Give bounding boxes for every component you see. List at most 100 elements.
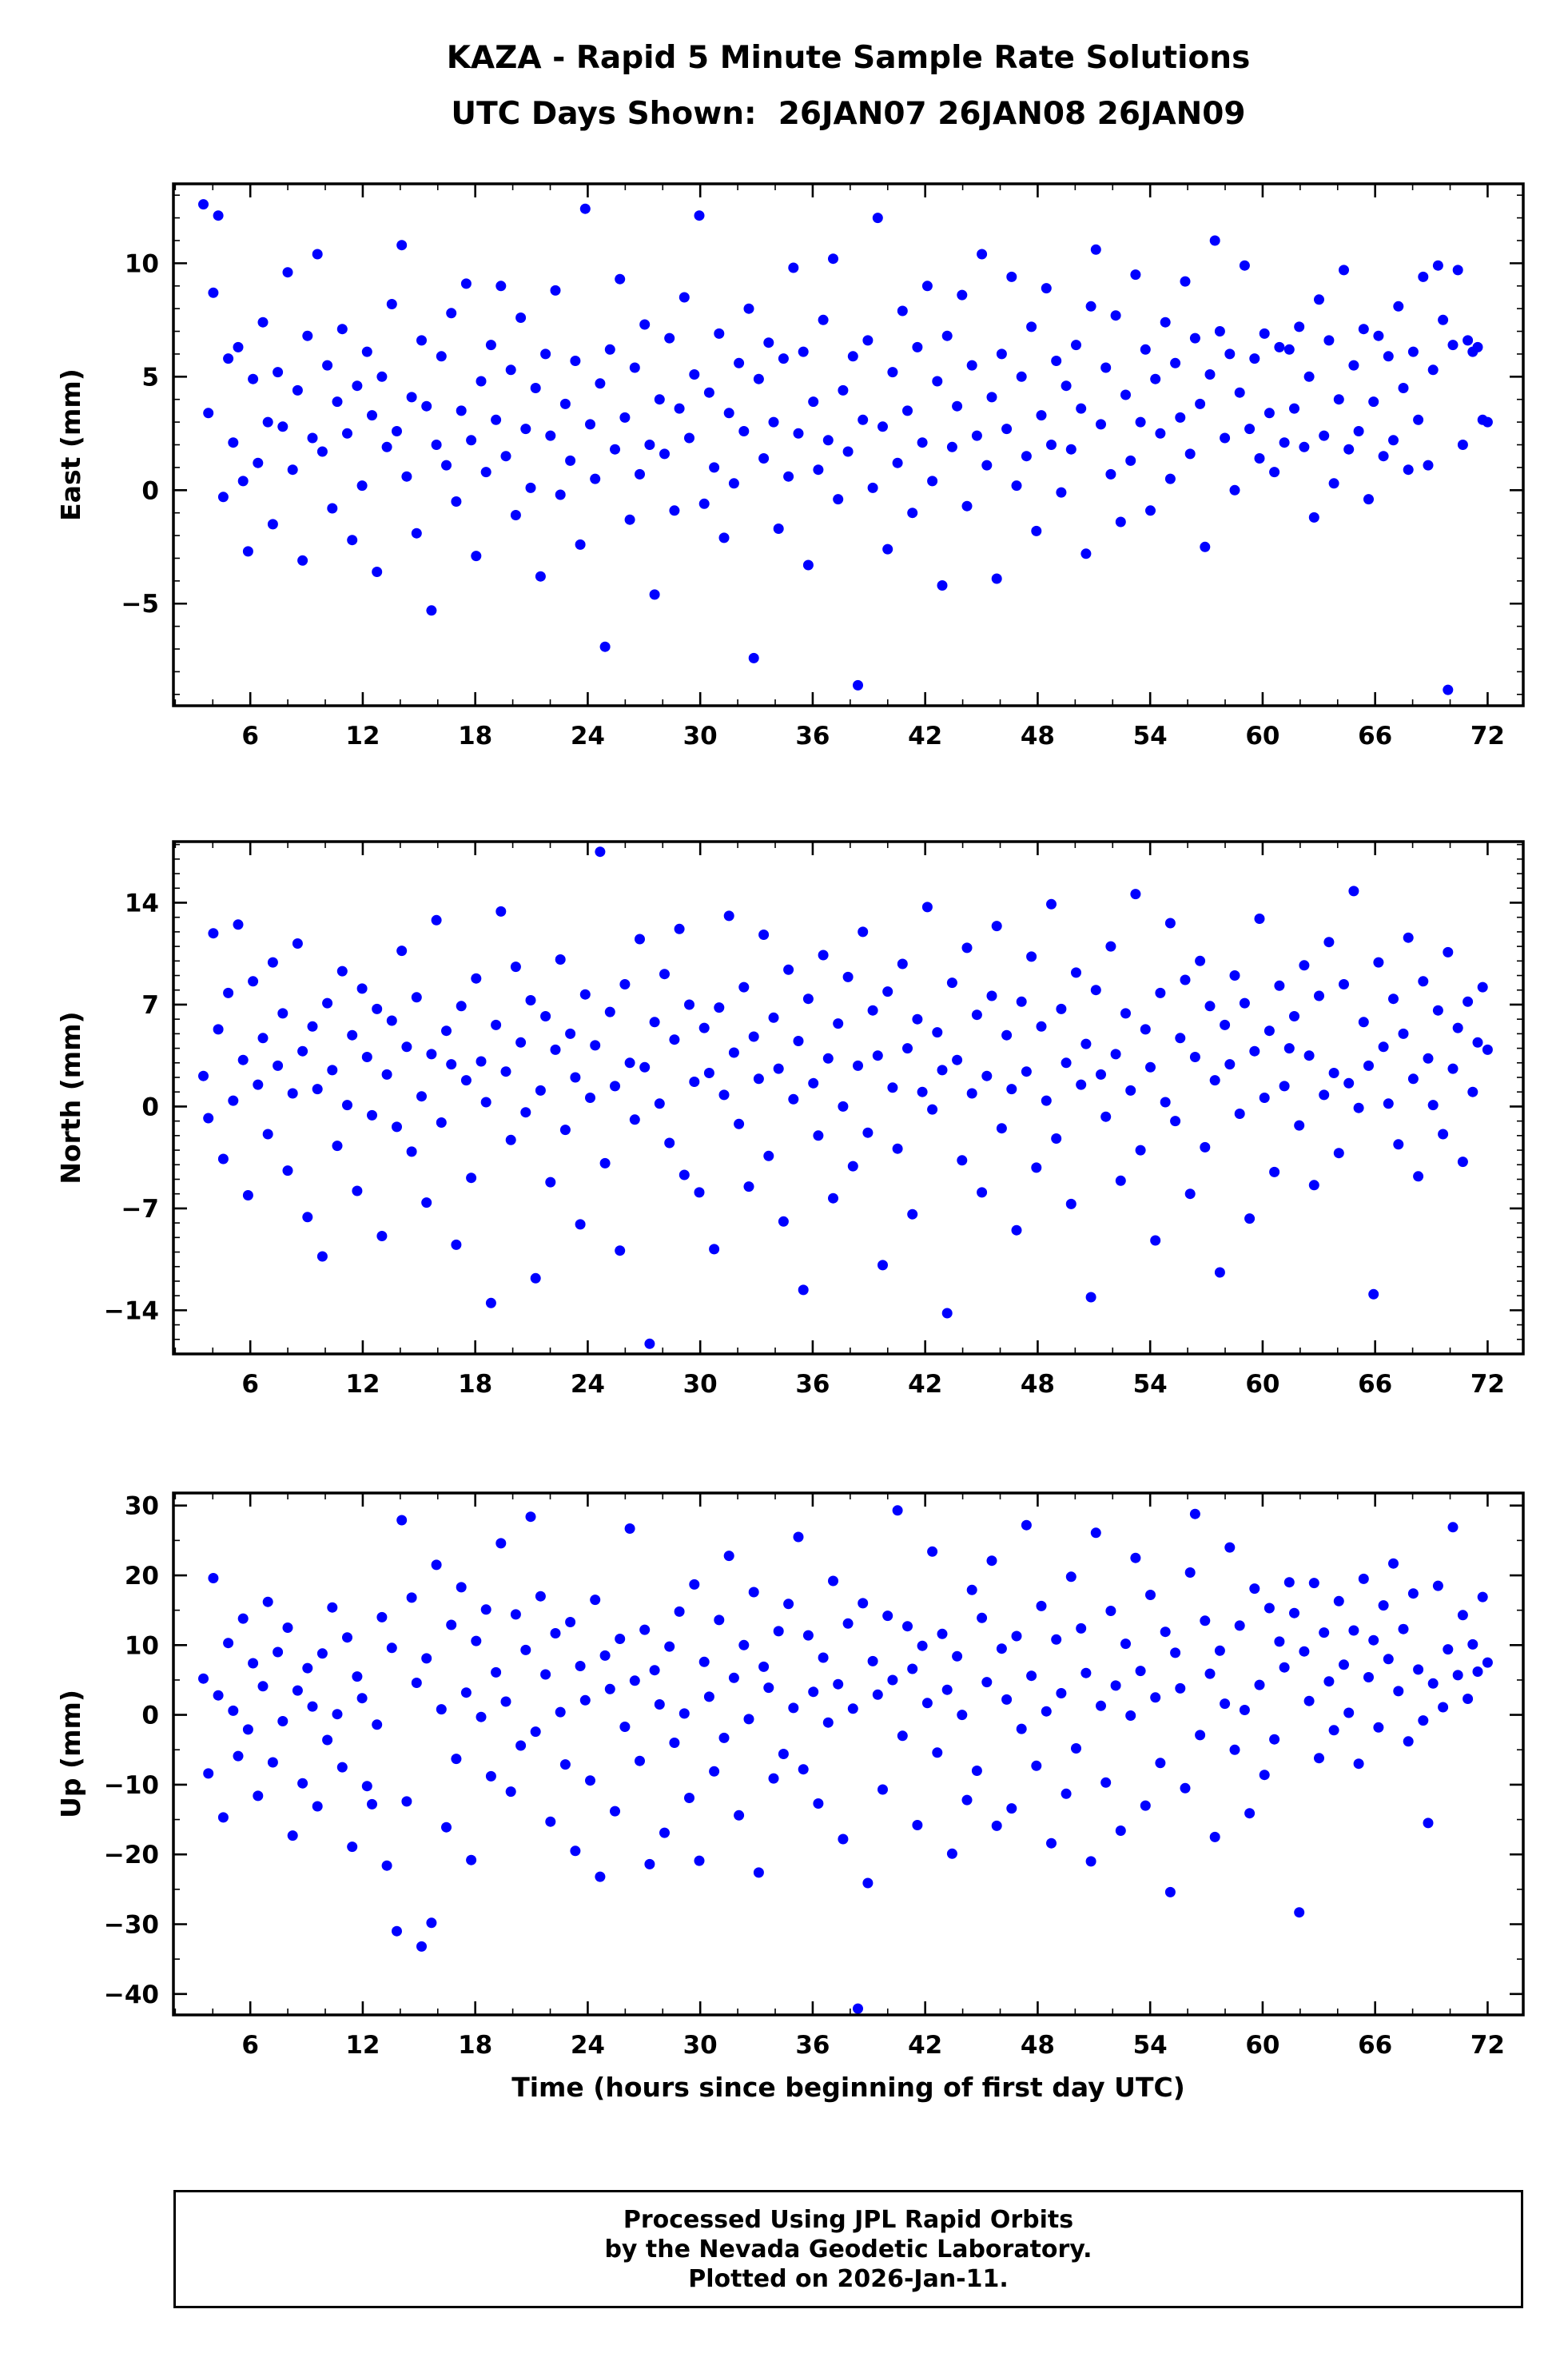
data-point xyxy=(773,1626,784,1637)
data-point xyxy=(1021,451,1032,462)
data-point xyxy=(1339,265,1349,276)
up-panel: 6 12 18 24 30 36 42 48 54 60 66 72 −40 −30 −20 −10 0 10 20… xyxy=(55,1491,1525,2060)
data-point xyxy=(431,1559,442,1571)
data-point xyxy=(1220,432,1231,444)
y-tick-label: −20 xyxy=(104,1841,159,1869)
data-point xyxy=(941,330,953,341)
data-point xyxy=(530,1272,541,1284)
data-point xyxy=(1239,1705,1250,1715)
data-point xyxy=(828,253,838,265)
data-point xyxy=(1482,1044,1493,1055)
data-point xyxy=(1383,1098,1394,1109)
data-point xyxy=(1314,990,1324,1001)
data-point xyxy=(1120,1638,1131,1650)
data-point xyxy=(1299,960,1310,971)
data-point xyxy=(986,1555,997,1567)
data-point xyxy=(1388,993,1399,1005)
data-point xyxy=(495,1538,507,1549)
data-point xyxy=(1438,314,1449,325)
data-point xyxy=(466,435,477,446)
data-point xyxy=(416,335,427,346)
y-tick-label: 7 xyxy=(141,991,159,1020)
data-point xyxy=(213,1024,224,1035)
data-point xyxy=(1254,914,1265,924)
data-point xyxy=(654,1098,665,1109)
data-point xyxy=(664,1137,675,1149)
x-tick-label: 12 xyxy=(345,722,380,750)
data-point xyxy=(1096,1700,1106,1711)
data-point xyxy=(436,351,447,362)
x-tick-label: 72 xyxy=(1470,2031,1505,2060)
y-tick-label: 0 xyxy=(141,1093,159,1121)
data-point xyxy=(590,473,601,484)
data-point xyxy=(1398,383,1409,393)
data-point xyxy=(907,1208,918,1220)
data-point xyxy=(1065,1198,1077,1209)
data-point xyxy=(1413,1664,1424,1675)
data-point xyxy=(1189,1052,1200,1062)
data-point xyxy=(1110,1049,1121,1060)
data-point xyxy=(892,1505,903,1516)
data-point xyxy=(977,1612,988,1623)
data-point xyxy=(1303,371,1315,382)
data-point xyxy=(1254,1679,1265,1690)
data-point xyxy=(228,437,239,448)
data-point xyxy=(460,1075,472,1086)
data-point xyxy=(1140,1800,1151,1811)
data-point xyxy=(1393,1686,1404,1697)
data-point xyxy=(674,923,685,934)
data-point xyxy=(431,440,442,450)
data-point xyxy=(639,319,651,330)
y-tick-label: −10 xyxy=(104,1771,159,1800)
data-point xyxy=(917,437,928,448)
data-point xyxy=(778,353,789,364)
data-point xyxy=(1135,1145,1146,1156)
data-point xyxy=(1423,1053,1434,1064)
data-point xyxy=(1175,1033,1186,1044)
data-point xyxy=(1170,357,1181,368)
data-point xyxy=(1388,1558,1399,1569)
data-point xyxy=(485,1770,496,1782)
data-point xyxy=(753,1073,764,1085)
data-point xyxy=(986,392,997,403)
data-point xyxy=(595,1871,606,1882)
data-point xyxy=(491,414,502,425)
data-point xyxy=(292,1685,303,1696)
x-tick-label: 42 xyxy=(908,1370,942,1399)
x-tick-label: 60 xyxy=(1245,1370,1279,1399)
data-point xyxy=(1145,505,1156,516)
data-point xyxy=(1056,487,1067,498)
data-point xyxy=(312,249,323,260)
data-point xyxy=(1299,441,1310,452)
data-point xyxy=(570,1845,581,1857)
data-point xyxy=(352,1671,363,1682)
data-point xyxy=(555,1706,566,1718)
data-point xyxy=(198,199,209,210)
data-point xyxy=(1189,332,1200,344)
data-point xyxy=(813,464,824,476)
footer-line-3: Plotted on 2026-Jan-11. xyxy=(688,2264,1009,2293)
data-point xyxy=(1120,1008,1131,1019)
data-point xyxy=(867,482,878,493)
data-point xyxy=(659,1827,670,1838)
data-point xyxy=(460,278,472,289)
data-point xyxy=(307,432,318,444)
data-point xyxy=(1021,1519,1032,1531)
data-point xyxy=(798,346,809,357)
data-point xyxy=(579,989,591,1000)
data-point xyxy=(426,1917,437,1929)
data-point xyxy=(853,1060,863,1071)
data-point xyxy=(1438,1702,1449,1713)
data-point xyxy=(535,1591,546,1602)
data-point xyxy=(1393,1139,1404,1150)
data-point xyxy=(441,1025,452,1037)
data-point xyxy=(476,1711,487,1722)
data-point xyxy=(1333,1595,1344,1607)
data-point xyxy=(892,1143,903,1154)
data-point xyxy=(525,1511,536,1523)
data-point xyxy=(1283,344,1295,355)
x-tick-label: 48 xyxy=(1021,1370,1055,1399)
y-tick-label: 5 xyxy=(141,363,159,392)
data-point xyxy=(436,1704,447,1715)
data-point xyxy=(347,1841,358,1853)
